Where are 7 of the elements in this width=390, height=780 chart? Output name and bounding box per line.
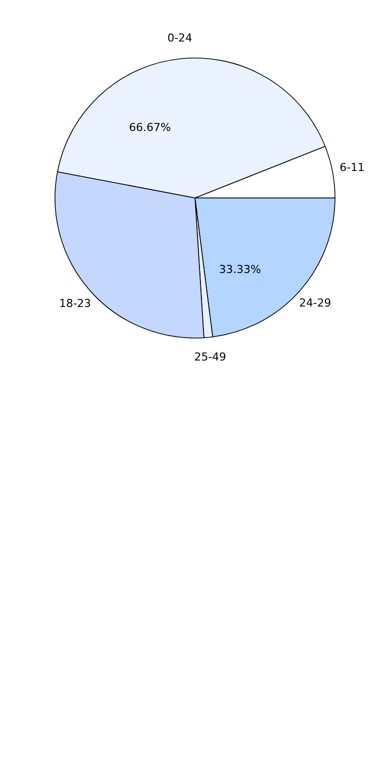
slice-label: 25-49 (194, 350, 226, 364)
text: 66.67% (129, 121, 171, 134)
text: 33.33% (219, 263, 261, 276)
slice-label: 18-23 (59, 296, 92, 310)
slice-label: 0-24 (167, 32, 192, 45)
slice-label: 6-11 (340, 160, 365, 174)
slice-label: 24-29 (299, 296, 332, 310)
